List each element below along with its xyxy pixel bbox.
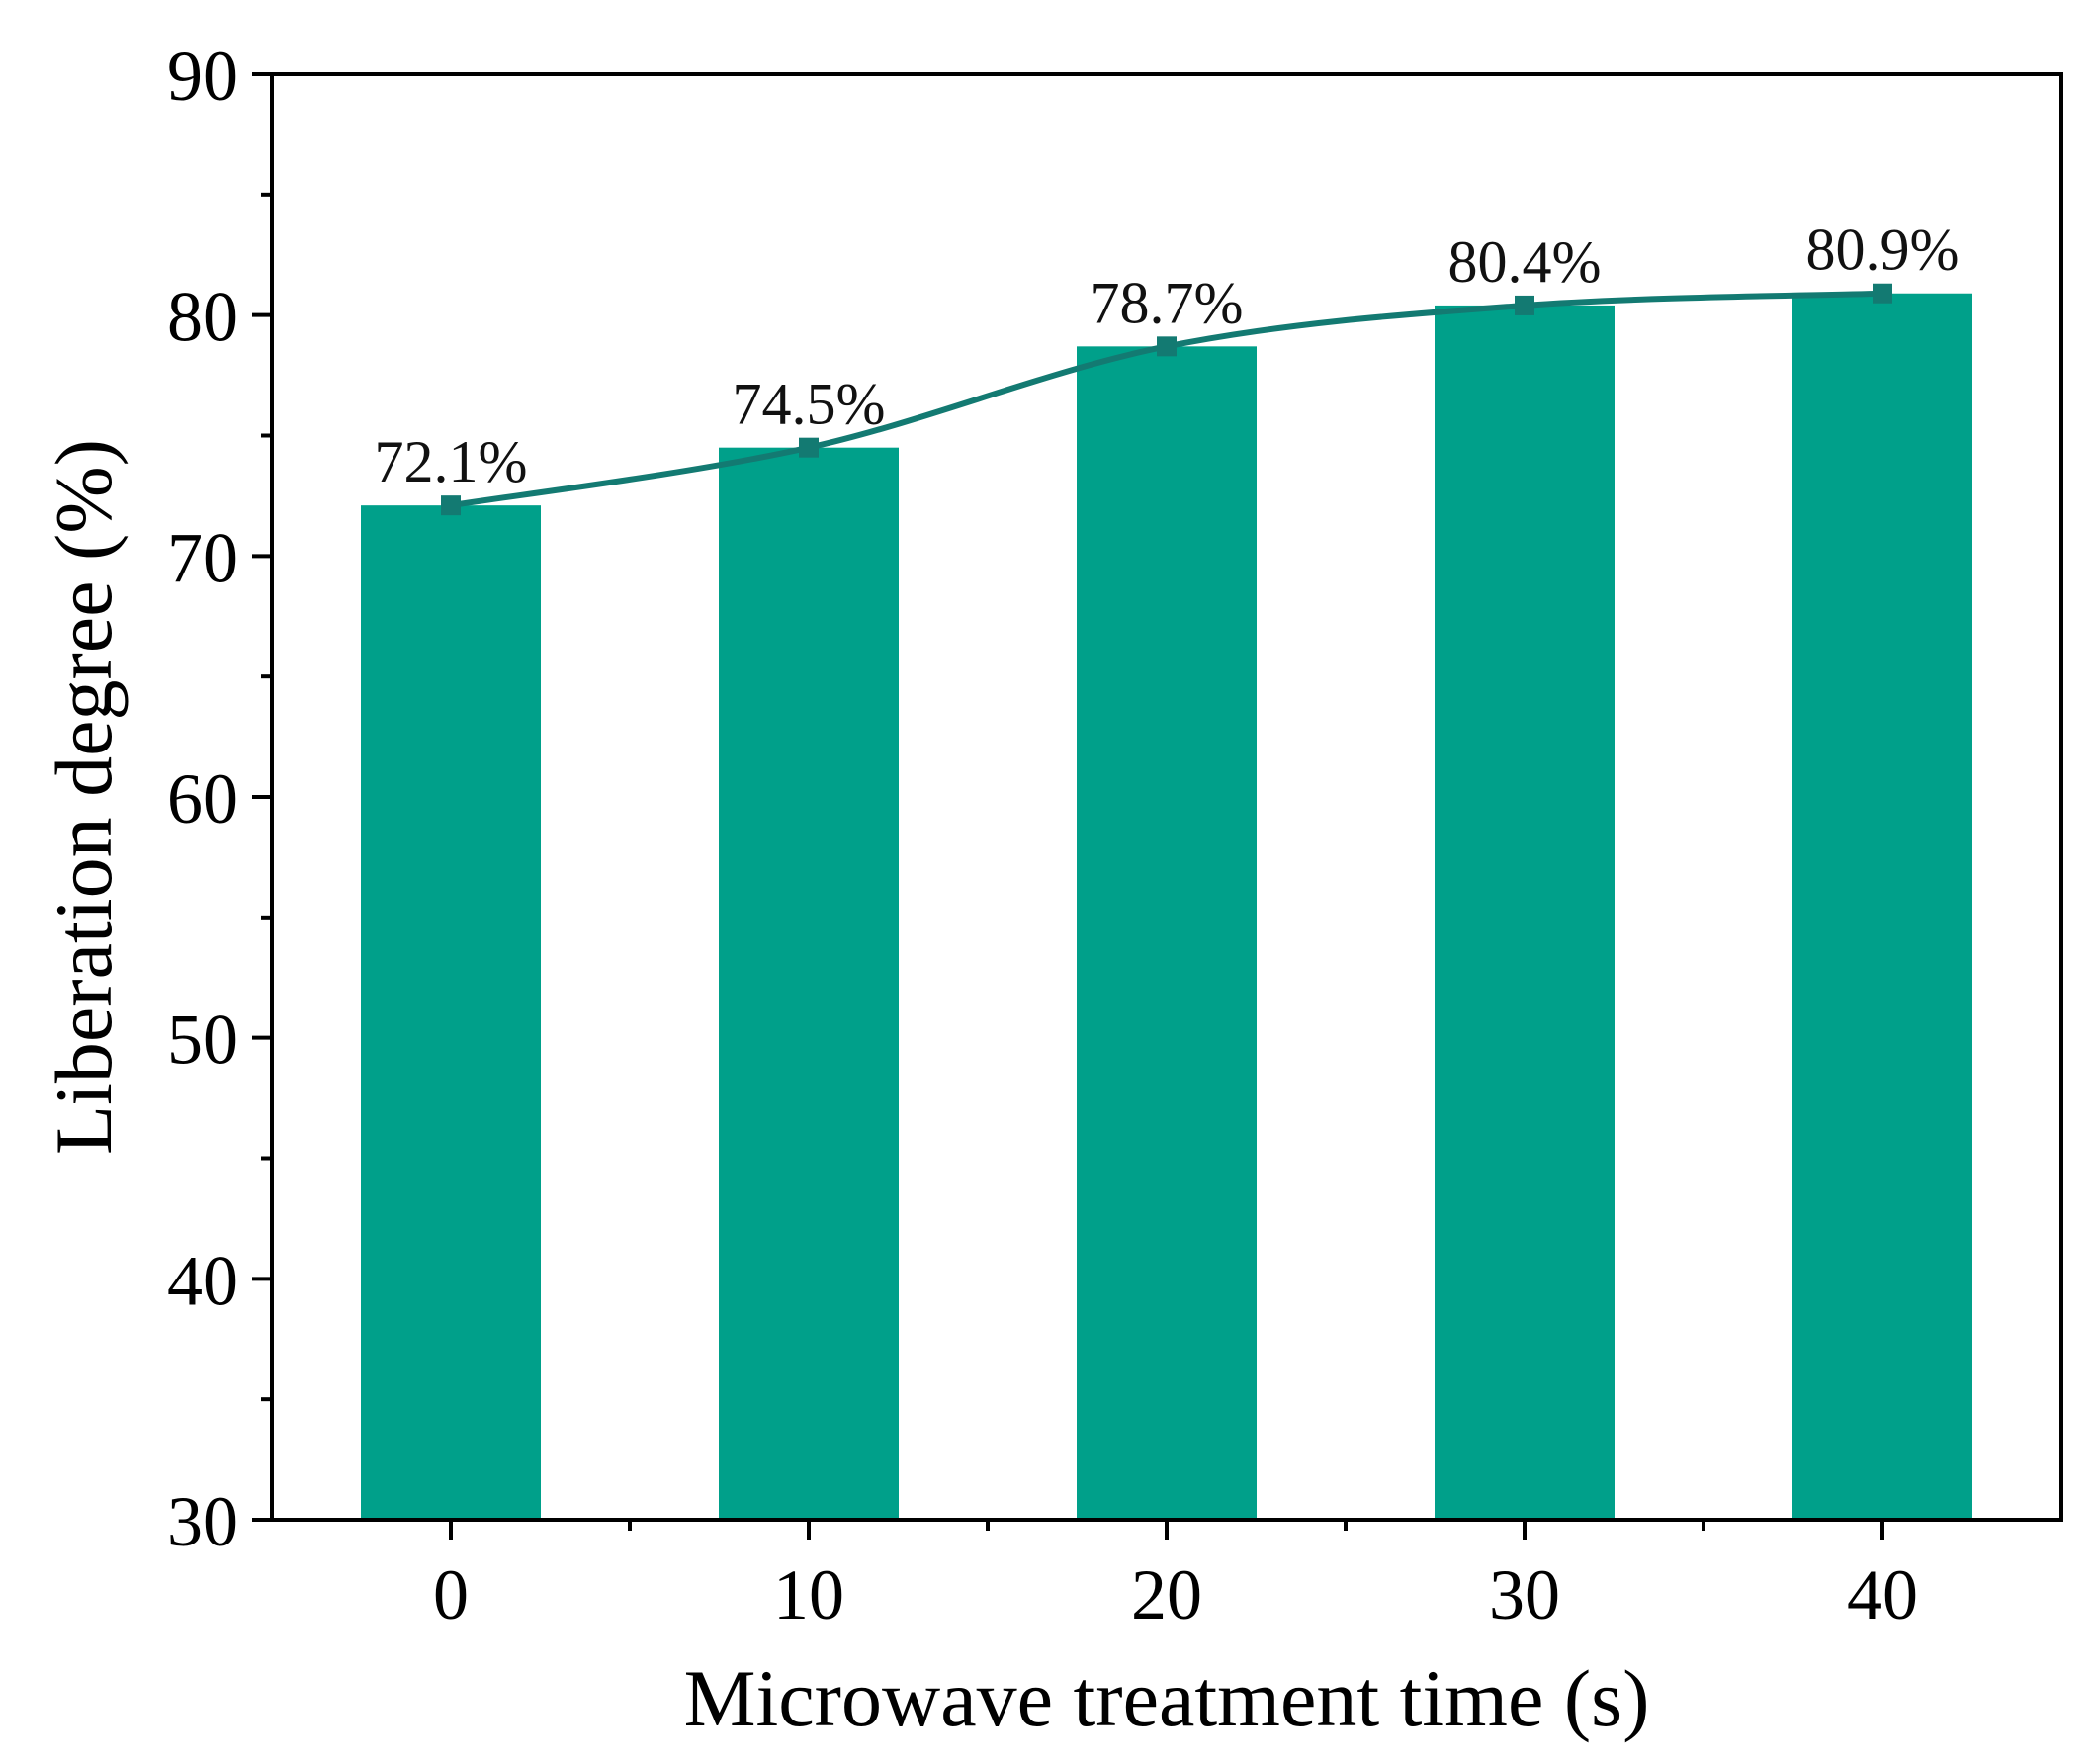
bar-30 <box>1435 305 1615 1520</box>
marker-0 <box>441 495 461 516</box>
bars-group <box>361 293 1972 1521</box>
bar-0 <box>361 505 541 1520</box>
marker-20 <box>1157 336 1177 357</box>
data-label-0: 72.1% <box>375 429 528 494</box>
y-tick-label: 70 <box>167 518 238 597</box>
y-tick-label: 50 <box>167 1001 238 1080</box>
marker-30 <box>1515 295 1534 315</box>
data-labels-group: 72.1% 74.5% 78.7% 80.4% 80.9% <box>375 218 1960 494</box>
marker-10 <box>799 437 819 458</box>
data-label-40: 80.9% <box>1806 218 1960 283</box>
marker-40 <box>1873 283 1892 304</box>
bar-40 <box>1792 293 1972 1520</box>
y-tick-label: 40 <box>167 1241 238 1320</box>
x-axis-title: Microwave treatment time (s) <box>684 1653 1650 1743</box>
x-axis-ticks: 0 10 20 30 40 <box>433 1520 1918 1634</box>
data-label-30: 80.4% <box>1448 229 1602 295</box>
x-tick-label: 0 <box>433 1555 469 1634</box>
y-axis-title: Liberation degree (%) <box>39 439 129 1155</box>
x-tick-label: 20 <box>1131 1555 1202 1634</box>
bar-20 <box>1077 346 1257 1521</box>
y-tick-label: 90 <box>167 37 238 116</box>
x-tick-label: 30 <box>1489 1555 1560 1634</box>
y-tick-label: 60 <box>167 759 238 838</box>
markers-group <box>441 283 1892 516</box>
x-tick-label: 10 <box>773 1555 844 1634</box>
y-axis-ticks: 30 40 50 60 70 80 90 <box>167 37 272 1561</box>
y-tick-label: 80 <box>167 278 238 357</box>
y-tick-label: 30 <box>167 1482 238 1561</box>
data-label-20: 78.7% <box>1091 270 1244 335</box>
x-tick-label: 40 <box>1847 1555 1918 1634</box>
bar-10 <box>719 447 899 1520</box>
data-label-10: 74.5% <box>733 372 886 437</box>
